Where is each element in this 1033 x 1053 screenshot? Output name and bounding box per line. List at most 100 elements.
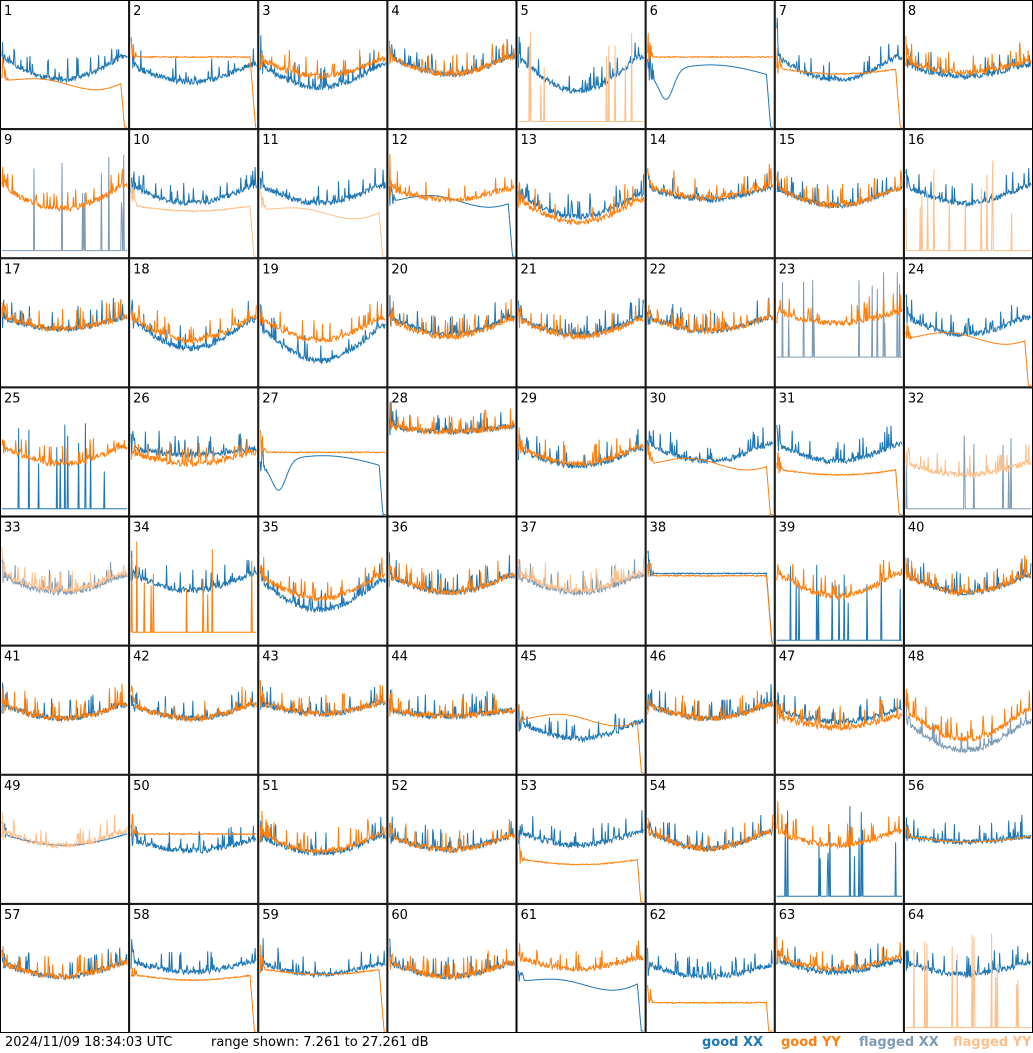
panel-number: 56	[908, 779, 925, 794]
panel-61: 61	[516, 903, 646, 1033]
series-xx-line	[905, 167, 1032, 208]
series-yy-line	[647, 690, 774, 722]
panel-number: 62	[650, 908, 667, 923]
series-yy-line	[388, 39, 515, 78]
panel-number: 17	[4, 262, 21, 277]
series-xx-line	[647, 948, 774, 982]
series-yy-line	[905, 160, 1031, 252]
panel-number: 61	[521, 908, 538, 923]
series-yy-line	[388, 560, 515, 596]
panel-58: 58	[129, 903, 259, 1033]
series-xx-line	[130, 550, 257, 595]
series-yy-line	[259, 301, 386, 344]
series-yy-line	[259, 430, 386, 458]
panel-number: 9	[4, 133, 12, 148]
series-yy-line	[130, 541, 257, 633]
panel-number: 26	[133, 391, 150, 406]
panel-number: 53	[521, 779, 538, 794]
series-yy-line	[388, 299, 515, 341]
panel-frame	[645, 516, 775, 646]
series-xx-line	[518, 298, 645, 338]
panel-24: 24	[903, 258, 1033, 388]
series-xx-line	[647, 427, 774, 464]
panel-33: 33	[0, 516, 130, 646]
panel-number: 57	[4, 908, 21, 923]
panel-number: 4	[391, 4, 399, 19]
series-yy-line	[1, 812, 128, 850]
panel-frame	[0, 0, 130, 130]
panel-44: 44	[387, 645, 517, 775]
panel-4: 4	[387, 0, 517, 130]
series-yy-line	[905, 324, 1031, 386]
panel-41: 41	[0, 645, 130, 775]
series-yy-line	[1, 546, 128, 595]
series-yy-line	[647, 163, 774, 202]
series-xx-line	[518, 36, 645, 94]
series-xx-line	[130, 824, 257, 855]
series-xx-line	[905, 435, 1031, 510]
panel-14: 14	[645, 129, 775, 259]
panel-number: 43	[262, 650, 279, 665]
panel-37: 37	[516, 516, 646, 646]
legend-good-xx: good XX	[702, 1035, 764, 1050]
panel-27: 27	[258, 387, 388, 517]
series-yy-line	[905, 35, 1032, 77]
series-yy-line	[518, 182, 645, 226]
panel-45: 45	[516, 645, 646, 775]
series-yy-line	[647, 445, 773, 515]
panel-frame	[516, 129, 646, 259]
panel-16: 16	[903, 129, 1033, 259]
panel-frame	[387, 129, 517, 259]
panel-number: 63	[779, 908, 796, 923]
panel-number: 15	[779, 133, 796, 148]
series-yy-line	[776, 293, 903, 328]
panel-55: 55	[774, 774, 904, 904]
panel-19: 19	[258, 258, 388, 388]
panel-26: 26	[129, 387, 259, 517]
panel-43: 43	[258, 645, 388, 775]
series-yy-line	[776, 937, 902, 973]
panel-36: 36	[387, 516, 517, 646]
panel-number: 28	[391, 391, 408, 406]
legend-flagged-xx: flagged XX	[859, 1035, 939, 1050]
series-yy-line	[905, 444, 1032, 479]
series-xx-line	[647, 550, 773, 645]
panel-28: 28	[387, 387, 517, 517]
panel-60: 60	[387, 903, 517, 1033]
series-yy-line	[259, 49, 386, 81]
series-xx-line	[130, 37, 257, 86]
panel-frame	[903, 387, 1033, 517]
panel-frame	[0, 129, 130, 259]
panel-number: 58	[133, 908, 150, 923]
panel-13: 13	[516, 129, 646, 259]
panel-number: 23	[779, 262, 796, 277]
series-yy-line	[905, 688, 1032, 743]
panel-number: 47	[779, 650, 796, 665]
panel-35: 35	[258, 516, 388, 646]
panel-23: 23	[774, 258, 904, 388]
panel-frame	[129, 774, 259, 904]
panel-number: 60	[391, 908, 408, 923]
panel-59: 59	[258, 903, 388, 1033]
panel-42: 42	[129, 645, 259, 775]
panel-number: 64	[908, 908, 925, 923]
panel-number: 35	[262, 521, 279, 536]
series-yy-line	[518, 836, 644, 903]
panel-47: 47	[774, 645, 904, 775]
series-yy-line	[1, 166, 128, 213]
panel-number: 13	[521, 133, 538, 148]
footer: 2024/11/09 18:34:03 UTC range shown: 7.2…	[0, 1033, 1033, 1053]
series-xx-line	[518, 174, 645, 221]
panel-number: 21	[521, 262, 538, 277]
series-yy-line	[388, 946, 515, 981]
series-yy-line	[518, 703, 644, 774]
panel-frame	[387, 387, 517, 517]
panel-number: 6	[650, 4, 658, 19]
panel-frame	[516, 774, 646, 904]
series-yy-line	[776, 697, 903, 732]
panel-number: 5	[521, 4, 529, 19]
panel-number: 59	[262, 908, 279, 923]
series-xx-line	[905, 701, 1032, 755]
series-xx-line	[259, 563, 386, 614]
series-xx-line	[1, 559, 128, 597]
